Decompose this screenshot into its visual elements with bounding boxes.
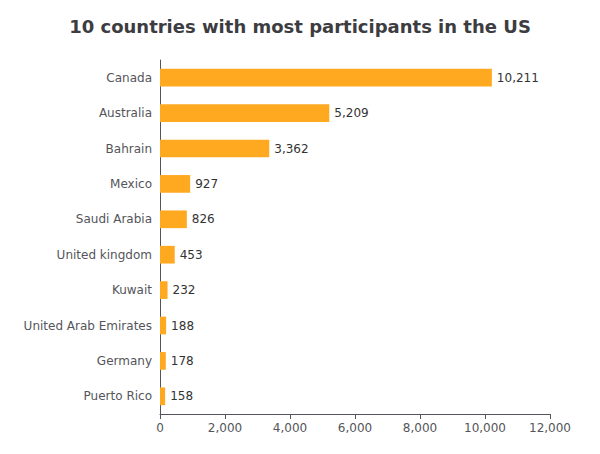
svg-text:826: 826 — [192, 212, 215, 226]
svg-text:United kingdom: United kingdom — [57, 248, 152, 262]
svg-text:12,000: 12,000 — [529, 421, 571, 435]
svg-text:10,000: 10,000 — [464, 421, 506, 435]
svg-text:3,362: 3,362 — [274, 142, 308, 156]
svg-text:178: 178 — [171, 354, 194, 368]
svg-text:Canada: Canada — [106, 71, 152, 85]
svg-text:10,211: 10,211 — [497, 71, 539, 85]
svg-text:Mexico: Mexico — [110, 177, 152, 191]
svg-text:453: 453 — [180, 248, 203, 262]
svg-text:8,000: 8,000 — [403, 421, 437, 435]
svg-text:0: 0 — [156, 421, 164, 435]
svg-text:Bahrain: Bahrain — [106, 142, 152, 156]
svg-text:Australia: Australia — [99, 106, 152, 120]
svg-text:10 countries with most partici: 10 countries with most participants in t… — [69, 16, 531, 37]
svg-text:158: 158 — [170, 389, 193, 403]
svg-text:6,000: 6,000 — [338, 421, 372, 435]
svg-text:5,209: 5,209 — [334, 106, 368, 120]
svg-text:Puerto Rico: Puerto Rico — [84, 389, 152, 403]
svg-text:2,000: 2,000 — [208, 421, 242, 435]
svg-text:Kuwait: Kuwait — [112, 283, 152, 297]
svg-text:927: 927 — [195, 177, 218, 191]
svg-text:188: 188 — [171, 319, 194, 333]
svg-text:Saudi Arabia: Saudi Arabia — [76, 212, 152, 226]
svg-text:United Arab Emirates: United Arab Emirates — [24, 319, 152, 333]
svg-text:Germany: Germany — [97, 354, 152, 368]
svg-text:4,000: 4,000 — [273, 421, 307, 435]
svg-text:232: 232 — [173, 283, 196, 297]
